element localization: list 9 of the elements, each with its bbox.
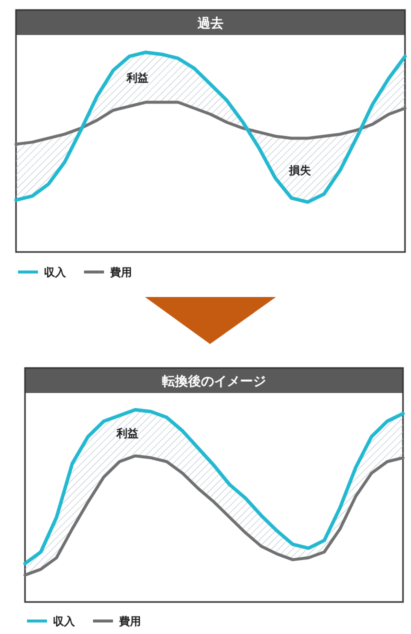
annotation: 利益 bbox=[115, 426, 138, 440]
chart-title: 過去 bbox=[196, 16, 224, 32]
annotation: 損失 bbox=[288, 164, 312, 178]
legend-label: 収入 bbox=[53, 615, 76, 628]
legend-label: 費用 bbox=[109, 266, 132, 279]
chart-title: 転換後のイメージ bbox=[161, 374, 266, 390]
legend-label: 費用 bbox=[118, 615, 141, 628]
annotation: 利益 bbox=[126, 71, 149, 84]
legend-label: 収入 bbox=[44, 266, 67, 279]
